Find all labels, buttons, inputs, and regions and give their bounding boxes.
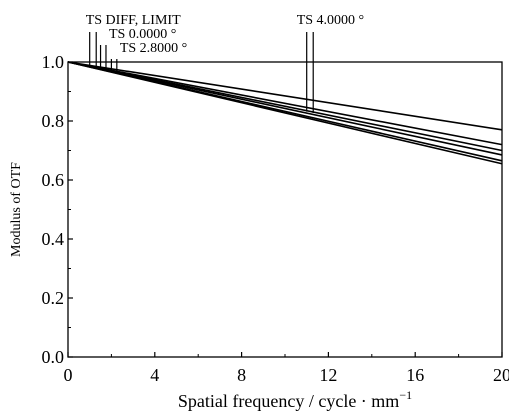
- y-tick-label: 0.8: [42, 111, 65, 131]
- x-tick-label: 20: [493, 365, 509, 385]
- x-tick-label: 12: [319, 365, 337, 385]
- y-tick-label: 0.0: [42, 347, 65, 367]
- y-tick-label: 0.4: [42, 229, 65, 249]
- annotation-label: TS DIFF, LIMIT: [86, 13, 181, 28]
- series-group: [67, 61, 503, 165]
- axes: 0 4 8 12 16 20 0.0 0.2 0.4 0.6 0.8 1.0: [42, 52, 509, 385]
- y-tick-label: 0.6: [42, 170, 65, 190]
- y-tick-label: 1.0: [42, 52, 65, 72]
- x-tick-label: 8: [237, 365, 246, 385]
- annotation-label: TS 4.0000 °: [297, 13, 364, 28]
- y-tick-label: 0.2: [42, 288, 65, 308]
- series-line-2: [67, 61, 503, 146]
- x-tick-label: 4: [150, 365, 159, 385]
- x-tick-label: 16: [406, 365, 424, 385]
- x-tick-label: 0: [64, 365, 73, 385]
- series-line-1: [67, 61, 503, 131]
- x-axis-label: Spatial frequency / cycle · mm−1: [178, 388, 412, 411]
- series-line-6: [67, 61, 503, 165]
- annotation-label: TS 2.8000 °: [120, 41, 187, 56]
- series-line-4: [67, 61, 503, 156]
- annotation-label: TS 0.0000 °: [109, 27, 176, 42]
- y-axis-label: Modulus of OTF: [9, 162, 24, 257]
